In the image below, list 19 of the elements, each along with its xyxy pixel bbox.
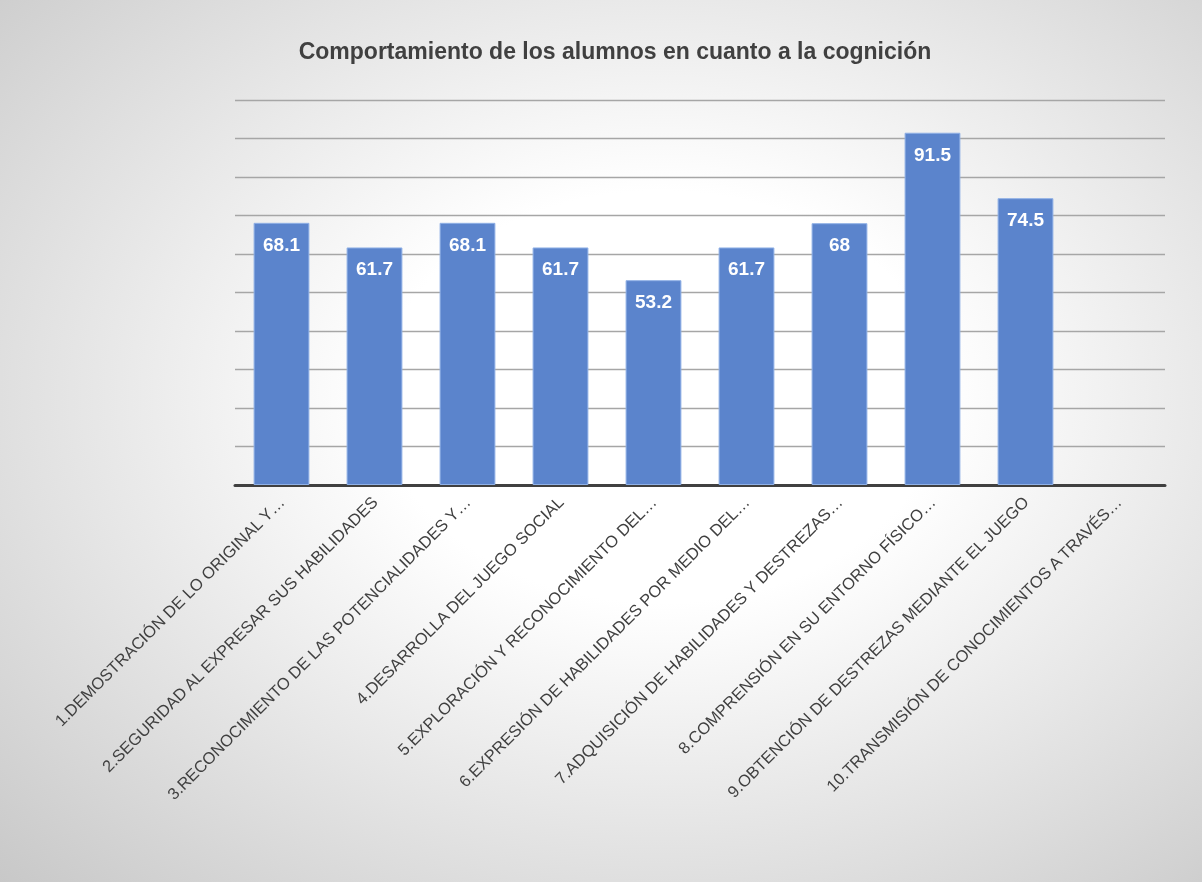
- data-label: 61.7: [356, 258, 393, 280]
- bar: [811, 223, 868, 485]
- bar: [439, 222, 496, 485]
- data-label: 61.7: [728, 258, 765, 280]
- data-label: 68.1: [263, 233, 301, 255]
- bar: [346, 247, 403, 485]
- data-label: 61.7: [542, 258, 579, 280]
- data-label: 74.5: [1007, 209, 1045, 231]
- bar: [997, 198, 1054, 485]
- bar: [253, 222, 310, 485]
- chart-title: Comportamiento de los alumnos en cuanto a la cognición: [298, 37, 932, 64]
- bar: [904, 132, 961, 485]
- data-label: 91.5: [914, 143, 952, 165]
- bar: [718, 247, 775, 485]
- bar: [532, 247, 589, 485]
- bar: [625, 280, 682, 485]
- data-label: 68: [828, 234, 851, 256]
- data-label: 53.2: [635, 291, 672, 313]
- data-label: 68.1: [449, 233, 487, 255]
